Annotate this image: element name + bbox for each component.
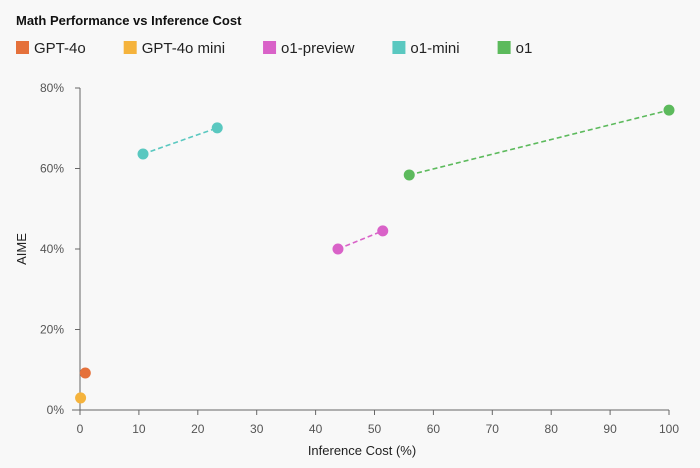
data-point	[332, 243, 344, 255]
y-tick-label: 60%	[40, 162, 64, 176]
x-tick-label: 70	[486, 422, 500, 436]
y-tick-label: 0%	[47, 403, 65, 417]
legend-swatch	[16, 41, 29, 54]
legend-label: o1	[516, 40, 533, 57]
x-tick-label: 60	[427, 422, 441, 436]
x-axis-label: Inference Cost (%)	[308, 443, 416, 458]
legend-label: o1-preview	[281, 40, 355, 57]
marks	[75, 104, 675, 404]
legend-swatch	[123, 41, 137, 54]
x-tick-label: 10	[132, 422, 146, 436]
series-line	[409, 109, 670, 176]
series-line	[142, 127, 218, 155]
x-tick-label: 100	[659, 422, 679, 436]
x-tick-label: 30	[250, 422, 264, 436]
data-point	[663, 104, 675, 116]
series-line	[337, 230, 384, 250]
legend-swatch	[263, 41, 277, 54]
data-point	[79, 367, 91, 379]
data-point	[403, 169, 415, 181]
legend-label: GPT-4o mini	[142, 40, 225, 57]
y-tick-label: 20%	[40, 323, 64, 337]
legend-label: GPT-4o	[34, 40, 86, 57]
x-tick-label: 80	[545, 422, 559, 436]
axes: 0 10 20 30 40 50 60 70 80 90 100 0% 20% 40% 60% 80%	[40, 81, 679, 436]
data-point	[137, 148, 149, 160]
legend-swatch	[497, 41, 511, 54]
x-tick-label: 90	[603, 422, 617, 436]
data-point	[75, 392, 87, 404]
y-tick-label: 40%	[40, 242, 64, 256]
y-axis-label: AIME	[14, 233, 29, 265]
legend-swatch	[392, 41, 406, 54]
legend: GPT-4o GPT-4o mini o1-preview o1-mini o1	[16, 40, 532, 57]
data-point	[377, 225, 389, 237]
x-tick-label: 0	[77, 422, 84, 436]
data-point	[211, 122, 223, 134]
x-tick-label: 40	[309, 422, 323, 436]
y-tick-label: 80%	[40, 81, 64, 95]
x-tick-label: 20	[191, 422, 205, 436]
chart-title: Math Performance vs Inference Cost	[16, 13, 242, 28]
legend-label: o1-mini	[410, 40, 459, 57]
x-tick-label: 50	[368, 422, 382, 436]
